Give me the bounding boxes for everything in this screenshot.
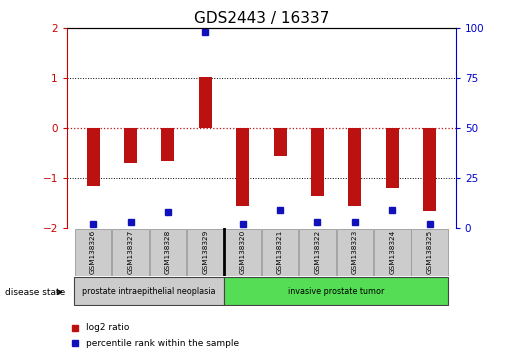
Bar (386, 129, 399, 188)
Text: log2 ratio: log2 ratio (85, 323, 129, 332)
Text: GSM138320: GSM138320 (239, 230, 246, 274)
Bar (411, 229, 448, 276)
Bar (75, 277, 224, 305)
Bar (236, 129, 249, 206)
Text: prostate intraepithelial neoplasia: prostate intraepithelial neoplasia (82, 287, 216, 296)
Bar (336, 229, 373, 276)
Bar (374, 229, 410, 276)
Text: GSM138323: GSM138323 (352, 230, 358, 274)
Bar (87, 129, 100, 186)
Title: GDS2443 / 16337: GDS2443 / 16337 (194, 11, 329, 26)
Bar (273, 129, 287, 156)
Text: GSM138326: GSM138326 (90, 230, 96, 274)
Text: percentile rank within the sample: percentile rank within the sample (85, 339, 239, 348)
Bar (124, 129, 137, 163)
Bar (75, 229, 111, 276)
Bar (187, 229, 224, 276)
Bar (348, 129, 362, 206)
Bar (299, 229, 336, 276)
Bar (311, 129, 324, 196)
Bar (225, 229, 261, 276)
Text: GSM138325: GSM138325 (426, 230, 433, 274)
Text: GSM138324: GSM138324 (389, 230, 395, 274)
Bar (423, 129, 436, 211)
Text: invasive prostate tumor: invasive prostate tumor (288, 287, 384, 296)
Bar (262, 229, 298, 276)
Text: disease state: disease state (5, 287, 65, 297)
Text: GSM138327: GSM138327 (128, 230, 133, 274)
Text: GSM138329: GSM138329 (202, 230, 208, 274)
Text: GSM138321: GSM138321 (277, 230, 283, 274)
Bar (224, 277, 448, 305)
Bar (149, 229, 186, 276)
Text: GSM138322: GSM138322 (315, 230, 320, 274)
Bar (112, 229, 149, 276)
Text: GSM138328: GSM138328 (165, 230, 171, 274)
Bar (199, 77, 212, 129)
Bar (161, 129, 175, 161)
